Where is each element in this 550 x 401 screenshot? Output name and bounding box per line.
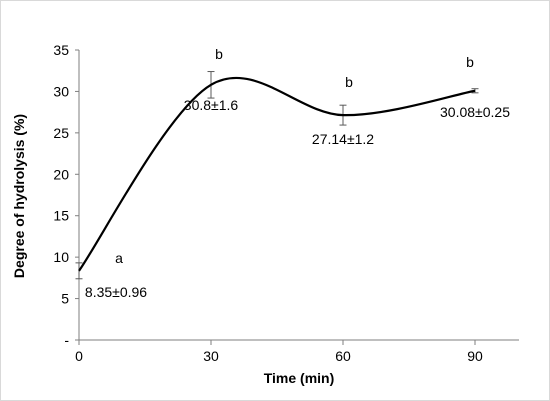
x-axis-title: Time (min) xyxy=(264,370,335,386)
series-line xyxy=(78,76,476,272)
y-tick-label: 30 xyxy=(53,83,69,99)
y-tick-label: 35 xyxy=(53,42,69,58)
data-value-label: 30.8±1.6 xyxy=(184,97,239,113)
data-value-label: 30.08±0.25 xyxy=(440,104,510,120)
data-value-label: 8.35±0.96 xyxy=(85,284,147,300)
x-tick-label: 60 xyxy=(335,348,351,364)
x-tick-labels: 0 30 60 90 xyxy=(75,340,483,364)
significance-letter: a xyxy=(115,250,123,266)
data-labels: 8.35±0.96 a 30.8±1.6 b 27.14±1.2 b 30.08±0.25 b xyxy=(85,46,510,300)
error-bars xyxy=(75,71,479,280)
y-tick-label: 5 xyxy=(61,291,69,307)
data-value-label: 27.14±1.2 xyxy=(312,131,374,147)
y-tick-labels: - 5 10 15 20 25 30 35 xyxy=(53,42,79,348)
x-tick-label: 90 xyxy=(467,348,483,364)
axes xyxy=(78,50,519,341)
x-tick-label: 30 xyxy=(203,348,219,364)
y-tick-label: - xyxy=(64,332,69,348)
y-axis-title: Degree of hydrolysis (%) xyxy=(11,114,27,278)
y-tick-label: 25 xyxy=(53,125,69,141)
y-tick-label: 20 xyxy=(53,166,69,182)
significance-letter: b xyxy=(345,74,353,90)
significance-letter: b xyxy=(215,46,223,62)
y-tick-label: 10 xyxy=(53,249,69,265)
x-tick-label: 0 xyxy=(75,348,83,364)
y-tick-label: 15 xyxy=(53,208,69,224)
significance-letter: b xyxy=(466,54,474,70)
series-group xyxy=(78,76,476,272)
